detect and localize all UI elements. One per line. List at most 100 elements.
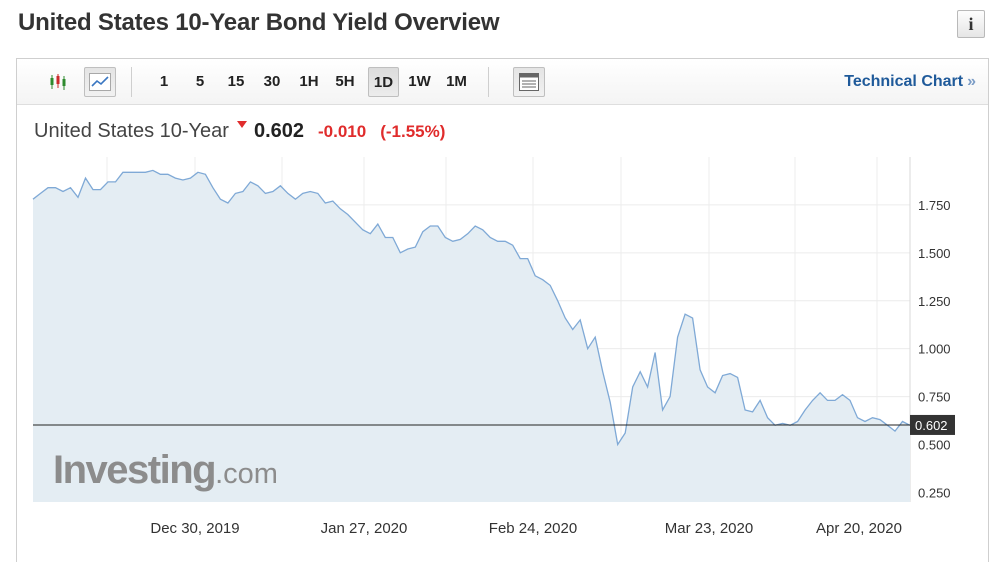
price-change-percent: (-1.55%) xyxy=(380,122,446,141)
data-point xyxy=(662,409,664,411)
y-tick-label: 0.750 xyxy=(918,390,951,405)
data-point xyxy=(294,198,296,200)
data-point xyxy=(39,192,41,194)
data-point xyxy=(549,284,551,286)
candlestick-chart-button[interactable] xyxy=(42,67,76,97)
data-point xyxy=(317,192,319,194)
data-point xyxy=(362,229,364,231)
data-point xyxy=(894,430,896,432)
interval-1[interactable]: 1 xyxy=(159,73,169,90)
data-point xyxy=(879,419,881,421)
interval-5h[interactable]: 5H xyxy=(335,73,355,90)
data-point xyxy=(504,240,506,242)
y-tick-label: 0.500 xyxy=(918,438,951,453)
data-point xyxy=(227,202,229,204)
data-point xyxy=(414,246,416,248)
x-tick-label: Feb 24, 2020 xyxy=(489,520,577,537)
data-point xyxy=(114,181,116,183)
interval-1h[interactable]: 1H xyxy=(299,73,319,90)
interval-1m[interactable]: 1M xyxy=(446,73,467,90)
data-point xyxy=(99,189,101,191)
data-point xyxy=(849,399,851,401)
y-tick-label: 1.000 xyxy=(918,342,951,357)
double-chevron-right-icon: » xyxy=(967,73,976,90)
table-view-icon xyxy=(519,73,539,91)
data-point xyxy=(557,300,559,302)
last-price: 0.602 xyxy=(253,120,305,142)
data-point xyxy=(47,187,49,189)
data-point xyxy=(399,252,401,254)
data-point xyxy=(834,399,836,401)
interval-1w[interactable]: 1W xyxy=(408,73,431,90)
data-point xyxy=(129,171,131,173)
data-point xyxy=(512,244,514,246)
x-tick-label: Jan 27, 2020 xyxy=(321,520,408,537)
data-point xyxy=(444,237,446,239)
y-tick-label: 0.250 xyxy=(918,485,951,500)
line-chart-button[interactable] xyxy=(84,67,116,97)
data-point xyxy=(459,238,461,240)
info-icon: i xyxy=(968,13,974,34)
data-point xyxy=(497,240,499,242)
x-tick-label: Dec 30, 2019 xyxy=(150,520,239,537)
data-point xyxy=(609,401,611,403)
data-point xyxy=(602,371,604,373)
interval-30[interactable]: 30 xyxy=(263,73,281,90)
interval-1d[interactable]: 1D xyxy=(368,67,399,97)
data-point xyxy=(737,376,739,378)
data-point xyxy=(122,171,124,173)
data-point xyxy=(579,319,581,321)
data-point xyxy=(482,229,484,231)
data-point xyxy=(564,317,566,319)
data-point xyxy=(62,191,64,193)
price-change: -0.010 xyxy=(318,122,367,141)
data-point xyxy=(287,192,289,194)
data-point xyxy=(489,237,491,239)
data-point xyxy=(452,240,454,242)
data-point xyxy=(219,198,221,200)
info-button[interactable]: i xyxy=(957,10,985,38)
y-tick-label: 1.500 xyxy=(918,246,951,261)
data-point xyxy=(422,231,424,233)
data-point xyxy=(474,225,476,227)
last-value-marker xyxy=(910,414,955,435)
data-point xyxy=(767,417,769,419)
y-tick-label: 1.750 xyxy=(918,198,951,213)
data-point xyxy=(369,233,371,235)
data-point xyxy=(234,192,236,194)
data-point xyxy=(77,196,79,198)
technical-chart-link[interactable]: Technical Chart» xyxy=(844,73,976,91)
interval-15[interactable]: 15 xyxy=(227,73,245,90)
data-point xyxy=(324,202,326,204)
data-point xyxy=(797,421,799,423)
data-point xyxy=(249,181,251,183)
data-point xyxy=(242,191,244,193)
data-point xyxy=(729,373,731,375)
data-point xyxy=(864,421,866,423)
data-point xyxy=(842,394,844,396)
data-point xyxy=(392,237,394,239)
chart-settings-button[interactable] xyxy=(513,67,545,97)
area-fill xyxy=(33,170,910,502)
y-tick-label: 1.250 xyxy=(918,294,951,309)
data-point xyxy=(302,192,304,194)
data-point xyxy=(137,171,139,173)
chart-toolbar: 1 5 15 30 1H 5H 1D 1W 1M Technical Chart… xyxy=(17,59,988,105)
data-point xyxy=(92,189,94,191)
data-point xyxy=(189,177,191,179)
interval-5[interactable]: 5 xyxy=(195,73,205,90)
data-point xyxy=(519,258,521,260)
series-line xyxy=(32,169,911,447)
page-title: United States 10-Year Bond Yield Overvie… xyxy=(18,9,500,36)
data-point xyxy=(204,173,206,175)
data-point xyxy=(639,371,641,373)
data-point xyxy=(144,171,146,173)
investing-watermark: Investing.com xyxy=(53,448,278,492)
data-point xyxy=(467,233,469,235)
down-arrow-icon xyxy=(236,121,247,128)
data-point xyxy=(654,352,656,354)
data-point xyxy=(257,185,259,187)
data-point xyxy=(279,185,281,187)
yield-chart[interactable]: 0.250 0.500 0.750 1.000 1.250 1.500 1.750 0.602… xyxy=(17,59,988,562)
data-point xyxy=(872,417,874,419)
